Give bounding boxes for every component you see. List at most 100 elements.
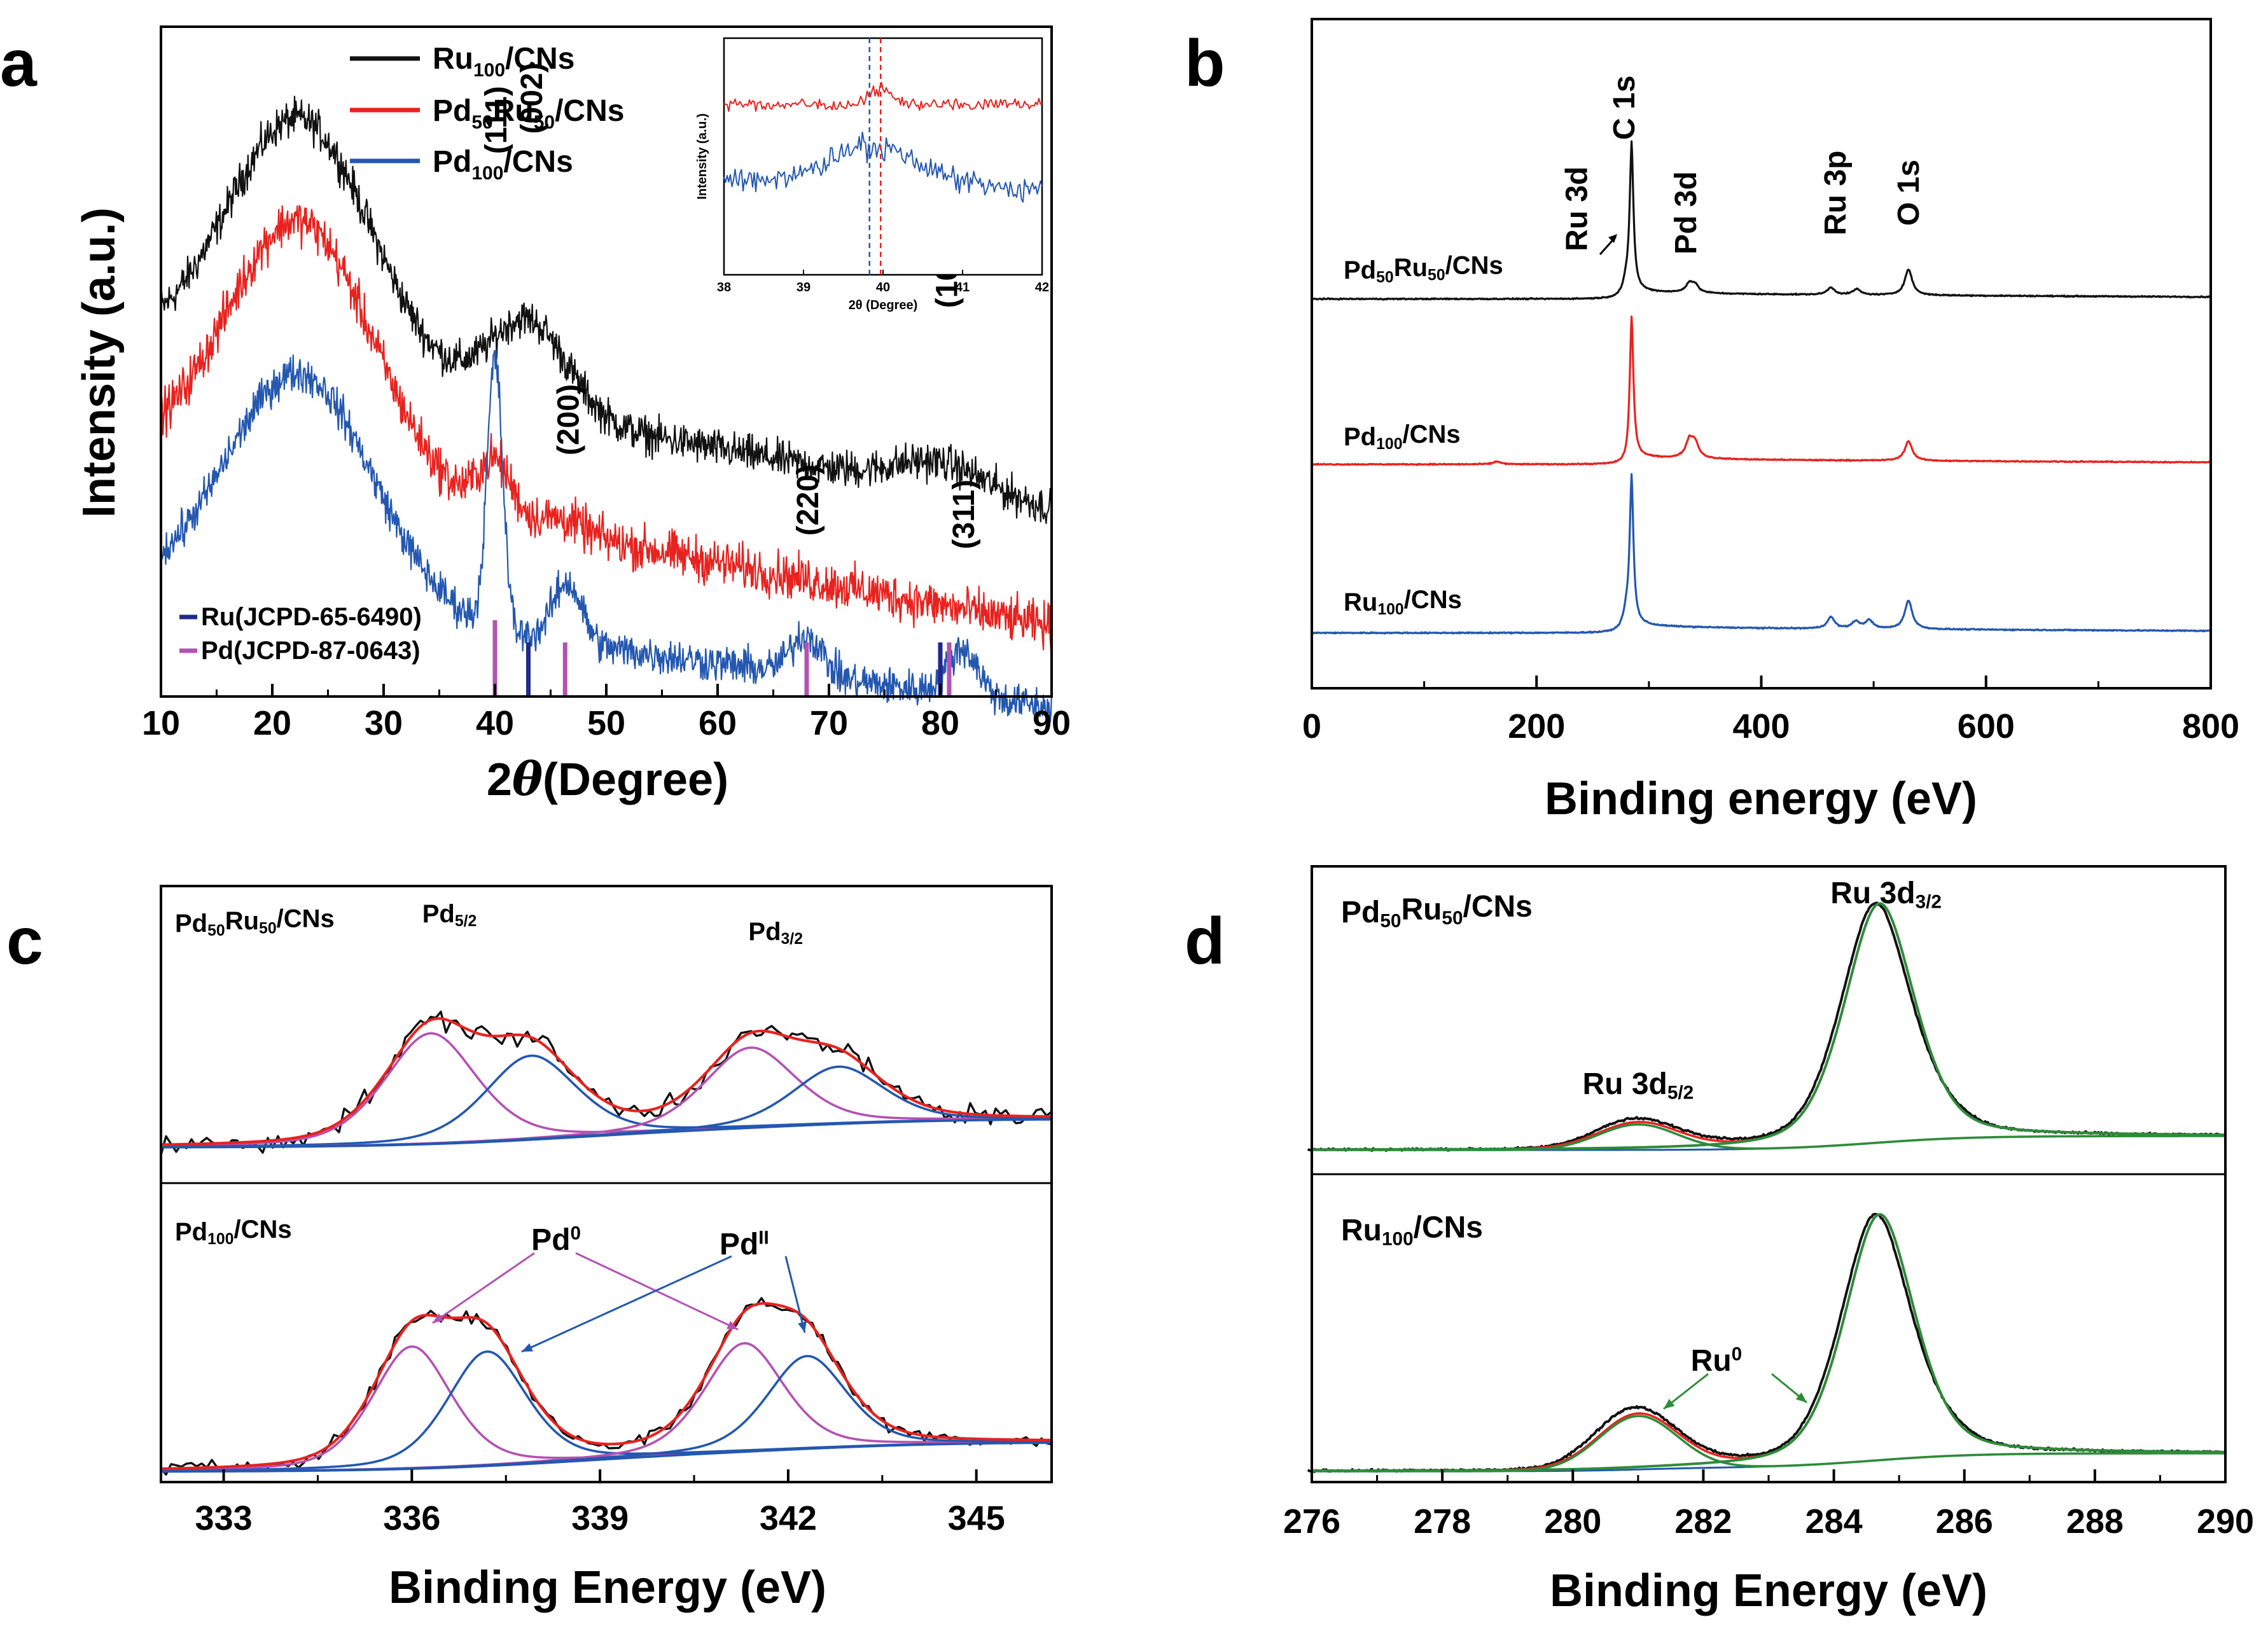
panel-b-series-labels: Pd50Ru50/CNs Pd100/CNs Ru100/CNs (1344, 251, 1503, 618)
pd-arrow-head-1 (727, 1321, 738, 1329)
panel-d-x-ticks: 276 278 280 282 284 286 288 290 (1283, 1469, 2254, 1541)
miller-index-4: (220) (791, 464, 825, 536)
xps-ru-component-main-1 (1312, 1213, 2225, 1473)
a-x-tick-label-6: 70 (810, 704, 848, 742)
panel-a-reference-legend: Ru(JCPD-65-6490) Pd(JCPD-87-0643) (179, 603, 422, 665)
panel-d-x-label: Binding Energy (eV) (1550, 1565, 1987, 1616)
survey-label-1: Pd100/CNs (1344, 420, 1461, 453)
d-x-tick-label-3: 282 (1674, 1502, 1732, 1541)
ru-subplot-label-1: Ru100/CNs (1341, 1210, 1483, 1249)
ru3d52-label: Ru 3d5/2 (1583, 1067, 1694, 1103)
ru-subplot-label-0: Pd50Ru50/CNs (1341, 890, 1533, 932)
inset-x-label: 2θ (Degree) (849, 298, 918, 312)
panel-b-x-label: Binding energy (eV) (1545, 773, 1977, 824)
a-x-tick-label-0: 10 (142, 704, 180, 742)
a-x-tick-label-4: 50 (587, 704, 625, 742)
a-x-tick-label-5: 60 (699, 704, 737, 742)
xps-pd-component-0-0 (161, 1032, 1052, 1147)
xps-survey-trace-2 (1311, 473, 2211, 635)
panel-letter-b: b (1185, 27, 1225, 101)
ru0-arrow-head-0 (1664, 1399, 1675, 1409)
a-x-tick-label-3: 40 (476, 704, 514, 742)
panel-d-traces (1307, 901, 2225, 1473)
inset-tick-label-3: 41 (956, 281, 970, 295)
panel-a-legend: Ru100/CNs Pd50Ru50/CNs Pd100/CNs (350, 42, 624, 184)
inset-trace-pd100 (723, 131, 1043, 203)
ru3d32-label: Ru 3d3/2 (1830, 877, 1942, 912)
xps-pd-raw-0 (160, 1010, 1053, 1156)
pd-subplot-label-0: Pd50Ru50/CNs (175, 905, 335, 939)
pdII-label: PdII (720, 1228, 769, 1261)
a-x-tick-label-1: 20 (253, 704, 291, 742)
panel-a-x-ticks: 10 20 30 40 50 60 70 80 90 (142, 684, 1071, 742)
panel-c-labels: Pd50Ru50/CNs Pd100/CNs Pd5/2 Pd3/2 Pd0 PdII (175, 900, 807, 1353)
pd-arrow-2 (521, 1255, 732, 1353)
xps-survey-trace-1 (1311, 315, 2211, 466)
ru3d-arrow-head (1608, 234, 1617, 243)
xps-pd-raw-1 (160, 1297, 1052, 1476)
xps-pd-component-1-1 (161, 1350, 1052, 1472)
xps-ru-envelope-1 (1312, 1213, 2225, 1472)
xps-pd-background-0 (161, 1118, 1052, 1149)
inset-tick-label-2: 40 (876, 281, 890, 295)
inset-tick-label-0: 38 (717, 281, 731, 295)
inset-trace-pd50ru50 (723, 81, 1043, 112)
a-x-tick-label-2: 30 (365, 704, 403, 742)
xps-pd-envelope-0 (160, 1017, 1052, 1146)
xrd-trace-0 (160, 95, 1053, 524)
panel-letter-a: a (0, 27, 38, 101)
a-x-tick-label-7: 80 (921, 704, 959, 742)
ref-legend-label-pd: Pd(JCPD-87-0643) (201, 637, 421, 665)
c-x-tick-label-4: 345 (948, 1499, 1005, 1537)
pd-arrow-head-2 (522, 1343, 533, 1352)
xps-pd-background-1 (161, 1441, 1052, 1473)
b-x-tick-label-4: 800 (2182, 707, 2239, 745)
pd-peak-label-5-2: Pd5/2 (422, 900, 477, 930)
survey-label-2: Ru100/CNs (1344, 586, 1462, 618)
survey-peak-label-2: Pd 3d (1669, 171, 1703, 254)
b-x-tick-label-2: 400 (1732, 707, 1790, 745)
panel-a-y-label: Intensity (a.u.) (74, 207, 125, 518)
c-x-tick-label-1: 336 (383, 1499, 440, 1537)
c-x-tick-label-2: 339 (571, 1499, 629, 1537)
miller-index-1: (002) (515, 62, 549, 134)
pd-peak-label-3-2: Pd3/2 (748, 918, 803, 948)
xps-ru-raw-0 (1307, 901, 2222, 1152)
xps-survey-trace-0 (1311, 140, 2211, 301)
survey-peak-label-4: O 1s (1892, 160, 1926, 226)
ref-legend-label-ru: Ru(JCPD-65-6490) (201, 603, 422, 631)
pd0-label: Pd0 (531, 1223, 581, 1257)
pd-arrow-0 (432, 1252, 535, 1324)
panel-d: d 276 278 280 282 284 286 288 290 Pd50Ru50/CNs R… (1185, 865, 2254, 1616)
d-x-tick-label-6: 288 (2066, 1502, 2124, 1541)
a-x-tick-label-8: 90 (1033, 704, 1071, 742)
panel-c: c 333 336 339 342 345 Pd50Ru50/CNsPd100/CNsP… (6, 885, 1053, 1613)
panel-d-labels: Pd50Ru50/CNs Ru100/CNs Ru 3d3/2 Ru 3d5/2 Ru0 (1341, 877, 1942, 1410)
pd-arrow-3 (784, 1256, 806, 1333)
inset-traces (723, 38, 1043, 275)
panel-b-traces (1311, 140, 2211, 635)
panel-letter-c: c (6, 905, 43, 978)
pd-arrow-head-3 (798, 1321, 807, 1333)
survey-label-0: Pd50Ru50/CNs (1344, 251, 1503, 286)
b-x-tick-label-1: 200 (1508, 707, 1565, 745)
legend-label-ru100: Ru100/CNs (433, 42, 574, 81)
d-x-tick-label-1: 278 (1414, 1502, 1471, 1541)
legend-label-pd100: Pd100/CNs (433, 145, 573, 184)
pd-subplot-label-1: Pd100/CNs (175, 1216, 292, 1248)
panel-letter-d: d (1185, 905, 1225, 978)
miller-index-0: (111) (480, 86, 513, 154)
panel-c-traces (160, 1010, 1053, 1476)
panel-b: b 0 200 400 600 800 Pd50Ru50/CNs Pd100/CNs Ru1… (1185, 18, 2239, 824)
d-x-tick-label-5: 286 (1936, 1502, 1993, 1541)
survey-peak-label-3: Ru 3p (1819, 151, 1853, 235)
xps-ru-baseline-1 (1312, 1452, 2225, 1473)
panel-b-peak-annotations: Ru 3d C 1s Pd 3d Ru 3p O 1s (1561, 76, 1926, 255)
panel-a-x-label: 2θ(Degree) (487, 752, 728, 806)
inset-y-label: Intensity (a.u.) (695, 113, 709, 200)
xps-ru-envelope-0 (1312, 902, 2225, 1151)
d-x-tick-label-7: 290 (2197, 1502, 2254, 1541)
pd-arrow-head-0 (433, 1313, 444, 1323)
d-x-tick-label-4: 284 (1805, 1502, 1863, 1541)
